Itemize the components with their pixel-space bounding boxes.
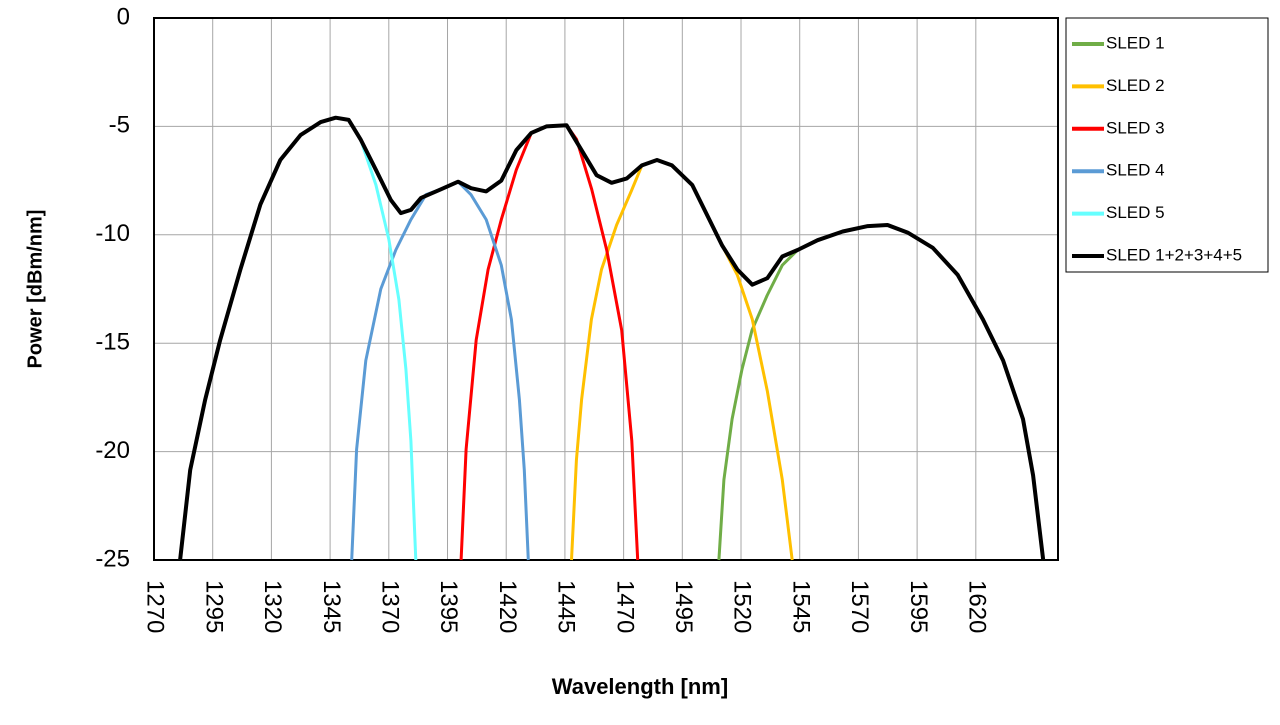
series-line (178, 116, 418, 561)
x-tick-label: 1420 (494, 580, 521, 633)
legend-label: SLED 1+2+3+4+5 (1106, 245, 1242, 264)
y-tick-label: -25 (95, 545, 130, 572)
x-tick-label: 1595 (905, 580, 932, 633)
legend-label: SLED 5 (1106, 203, 1165, 222)
x-tick-label: 1295 (200, 580, 227, 633)
legend-label: SLED 1 (1106, 33, 1165, 52)
y-tick-label: -15 (95, 329, 130, 356)
plot-border (153, 17, 1059, 561)
x-tick-label: 1545 (787, 580, 814, 633)
x-tick-label: 1345 (318, 580, 345, 633)
x-tick-label: 1270 (142, 580, 169, 633)
x-tick-label: 1470 (611, 580, 638, 633)
x-tick-label: 1495 (670, 580, 697, 633)
legend-label: SLED 2 (1106, 76, 1165, 95)
x-tick-label: 1620 (963, 580, 990, 633)
y-tick-label: -5 (109, 112, 130, 139)
x-tick-label: 1520 (729, 580, 756, 633)
x-tick-label: 1395 (435, 580, 462, 633)
x-tick-label: 1570 (846, 580, 873, 633)
y-tick-label: -20 (95, 437, 130, 464)
legend-box (1065, 17, 1269, 273)
y-tick-label: 0 (117, 3, 130, 30)
x-axis-title: Wavelength [nm] (552, 674, 728, 699)
legend-label: SLED 3 (1106, 118, 1165, 137)
y-axis-title: Power [dBm/nm] (24, 210, 46, 369)
legend-label: SLED 4 (1106, 161, 1165, 180)
x-tick-label: 1445 (553, 580, 580, 633)
y-tick-label: -10 (95, 220, 130, 247)
x-tick-label: 1370 (376, 580, 403, 633)
series-line (178, 115, 1046, 561)
x-tick-label: 1320 (259, 580, 286, 633)
series-line (350, 180, 530, 561)
